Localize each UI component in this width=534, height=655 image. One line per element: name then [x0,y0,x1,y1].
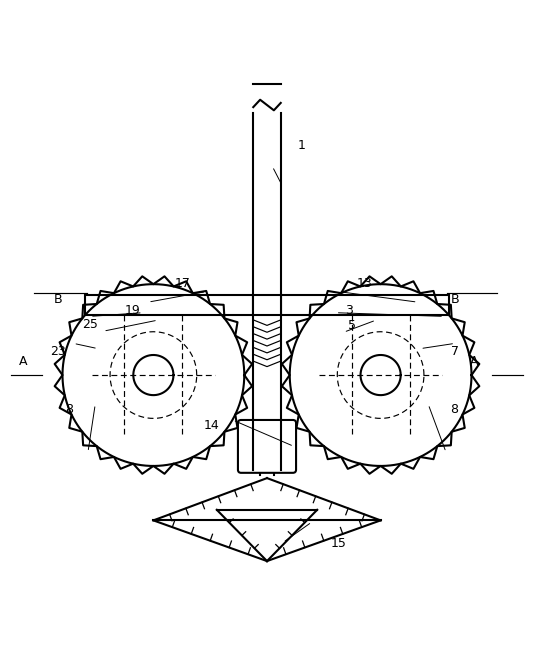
Bar [253,295,281,315]
Bar [85,295,253,315]
Text: 15: 15 [331,536,346,550]
Text: 25: 25 [82,318,98,331]
Text: 8: 8 [65,403,73,416]
Text: 19: 19 [124,303,140,316]
Text: 5: 5 [348,320,356,333]
Text: 1: 1 [297,139,305,152]
Bar [281,295,449,315]
Text: A: A [470,356,478,368]
Text: 23: 23 [50,345,66,358]
Text: 3: 3 [345,303,353,316]
Text: B: B [450,293,459,306]
Text: A: A [19,356,27,368]
Text: B: B [54,293,62,306]
FancyBboxPatch shape [238,420,296,473]
Text: 17: 17 [175,277,191,290]
Text: 13: 13 [357,277,373,290]
Text: 8: 8 [451,403,459,416]
Text: 7: 7 [451,345,459,358]
Text: 14: 14 [203,419,219,432]
